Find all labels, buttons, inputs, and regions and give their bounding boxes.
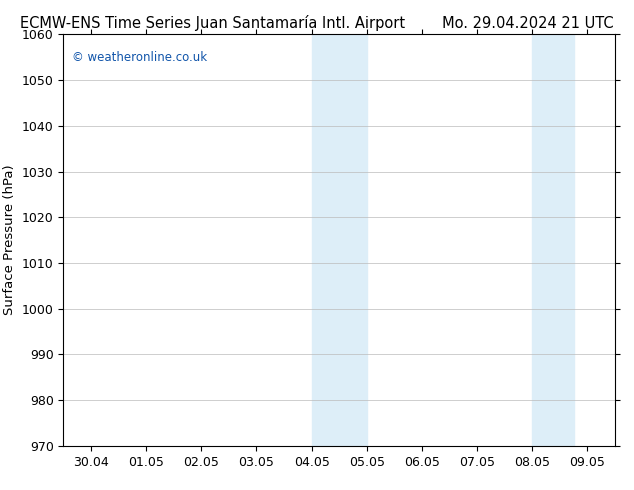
Text: © weatheronline.co.uk: © weatheronline.co.uk [72,51,207,64]
Text: ECMW-ENS Time Series Juan Santamaría Intl. Airport        Mo. 29.04.2024 21 UTC: ECMW-ENS Time Series Juan Santamaría Int… [20,15,614,31]
Bar [312,34,367,446]
Y-axis label: Surface Pressure (hPa): Surface Pressure (hPa) [3,165,16,316]
Bar [533,34,574,446]
